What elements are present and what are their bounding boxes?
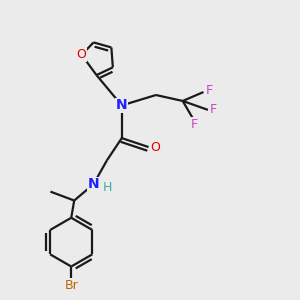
Text: O: O xyxy=(77,48,87,62)
Text: N: N xyxy=(116,98,128,112)
Text: F: F xyxy=(210,103,217,116)
Text: O: O xyxy=(150,140,160,154)
Text: N: N xyxy=(88,177,99,191)
Text: F: F xyxy=(191,118,198,130)
Text: F: F xyxy=(205,84,212,97)
Text: Br: Br xyxy=(64,279,78,292)
Text: H: H xyxy=(103,181,112,194)
